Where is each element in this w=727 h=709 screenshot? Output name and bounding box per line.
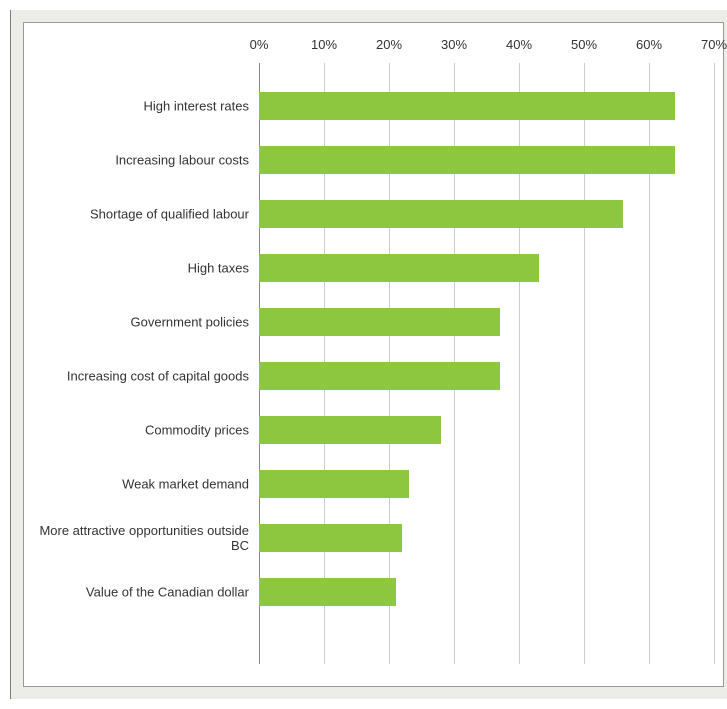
bar-row: Increasing cost of capital goods	[24, 349, 723, 403]
bar	[259, 254, 539, 282]
x-tick-label: 20%	[376, 37, 402, 52]
x-tick-label: 30%	[441, 37, 467, 52]
plot-area: 0%10%20%30%40%50%60%70%High interest rat…	[24, 23, 723, 686]
chart-area: 0% 10% 20% 30% 40% 50% 60% 70% High interest rat…	[23, 22, 724, 687]
bar	[259, 200, 623, 228]
bar-row: High taxes	[24, 241, 723, 295]
chart-frame: 0% 10% 20% 30% 40% 50% 60% 70% High interest rat…	[10, 10, 727, 699]
bar	[259, 470, 409, 498]
bar-row: Value of the Canadian dollar	[24, 565, 723, 619]
category-label: Commodity prices	[24, 423, 259, 438]
bar-row: Government policies	[24, 295, 723, 349]
bar-row: Commodity prices	[24, 403, 723, 457]
bar	[259, 92, 675, 120]
x-tick-label: 70%	[701, 37, 727, 52]
category-label: Increasing labour costs	[24, 153, 259, 168]
category-label: High interest rates	[24, 99, 259, 114]
x-tick-label: 60%	[636, 37, 662, 52]
bar	[259, 146, 675, 174]
bar-row: High interest rates	[24, 79, 723, 133]
x-tick-label: 50%	[571, 37, 597, 52]
category-label: Shortage of qualified labour	[24, 207, 259, 222]
bar	[259, 578, 396, 606]
x-tick-label: 10%	[311, 37, 337, 52]
bar	[259, 524, 402, 552]
bar-row: Weak market demand	[24, 457, 723, 511]
category-label: Value of the Canadian dollar	[24, 585, 259, 600]
category-label: Government policies	[24, 315, 259, 330]
x-tick-label: 40%	[506, 37, 532, 52]
x-tick-label: 0%	[250, 37, 269, 52]
bar	[259, 308, 500, 336]
bar-row: Shortage of qualified labour	[24, 187, 723, 241]
bar-row: Increasing labour costs	[24, 133, 723, 187]
bar	[259, 362, 500, 390]
category-label: Increasing cost of capital goods	[24, 369, 259, 384]
category-label: Weak market demand	[24, 477, 259, 492]
category-label: More attractive opportunities outside BC	[24, 523, 259, 553]
category-label: High taxes	[24, 261, 259, 276]
bar	[259, 416, 441, 444]
bar-row: More attractive opportunities outside BC	[24, 511, 723, 565]
